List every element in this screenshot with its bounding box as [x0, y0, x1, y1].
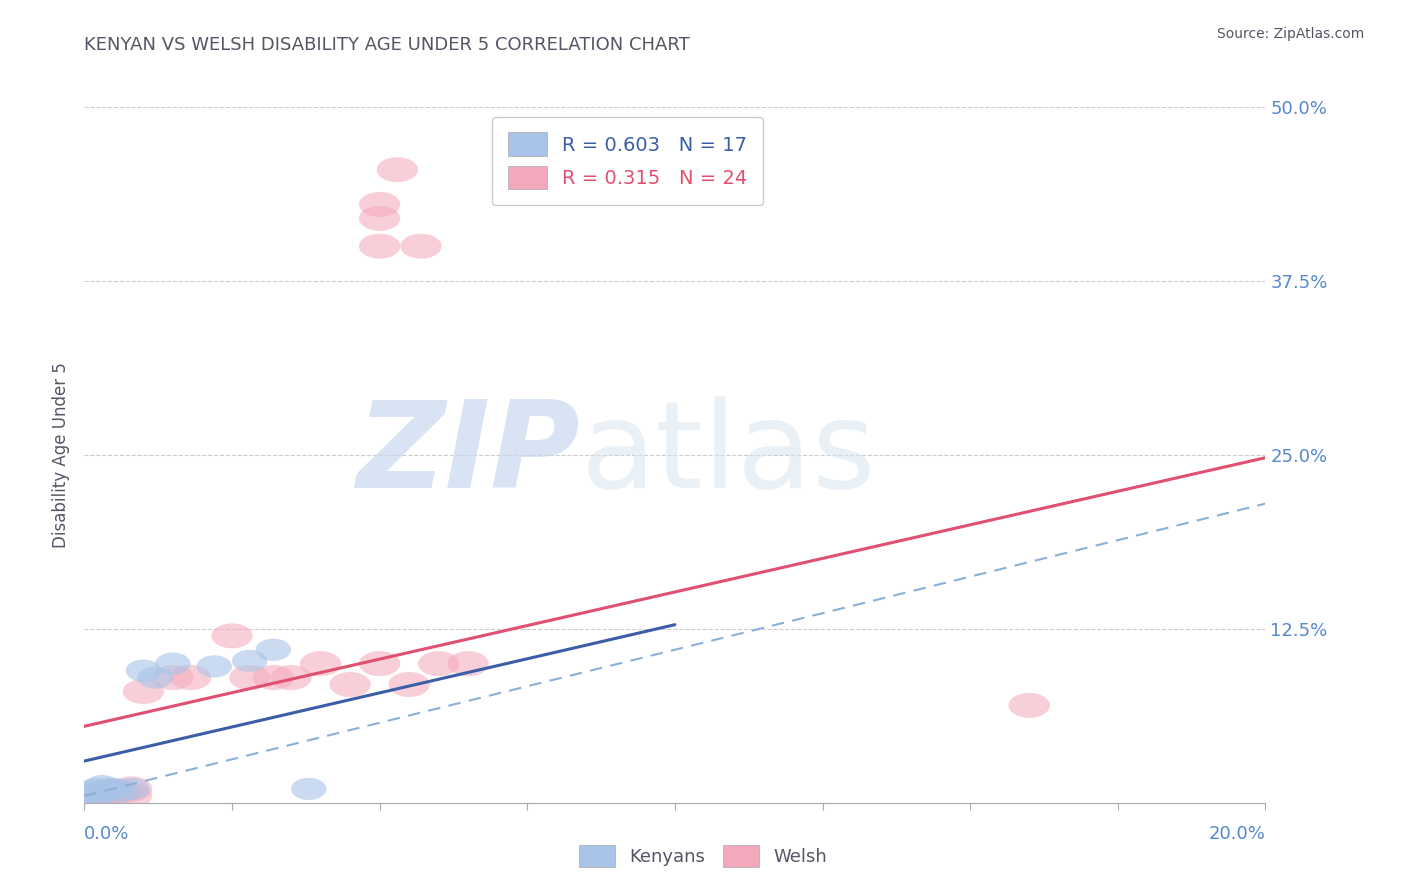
Ellipse shape	[377, 157, 418, 182]
Ellipse shape	[98, 779, 141, 805]
Ellipse shape	[418, 651, 460, 676]
Ellipse shape	[87, 779, 129, 805]
Ellipse shape	[125, 659, 162, 681]
Text: 20.0%: 20.0%	[1209, 825, 1265, 843]
Ellipse shape	[447, 651, 489, 676]
Ellipse shape	[155, 653, 191, 674]
Ellipse shape	[256, 639, 291, 661]
Text: Source: ZipAtlas.com: Source: ZipAtlas.com	[1216, 27, 1364, 41]
Ellipse shape	[82, 780, 122, 805]
Ellipse shape	[111, 783, 152, 808]
Ellipse shape	[79, 778, 114, 800]
Ellipse shape	[79, 785, 114, 807]
Ellipse shape	[401, 234, 441, 259]
Ellipse shape	[122, 679, 165, 704]
Ellipse shape	[229, 665, 270, 690]
Ellipse shape	[299, 651, 342, 676]
Ellipse shape	[73, 780, 108, 803]
Ellipse shape	[93, 779, 135, 805]
Ellipse shape	[73, 785, 108, 807]
Ellipse shape	[96, 778, 132, 800]
Text: KENYAN VS WELSH DISABILITY AGE UNDER 5 CORRELATION CHART: KENYAN VS WELSH DISABILITY AGE UNDER 5 C…	[84, 36, 690, 54]
Ellipse shape	[69, 783, 111, 808]
Ellipse shape	[152, 665, 194, 690]
Text: 0.0%: 0.0%	[84, 825, 129, 843]
Text: ZIP: ZIP	[357, 396, 581, 514]
Ellipse shape	[197, 656, 232, 678]
Ellipse shape	[270, 665, 312, 690]
Ellipse shape	[211, 624, 253, 648]
Ellipse shape	[1008, 693, 1050, 718]
Ellipse shape	[84, 782, 120, 805]
Ellipse shape	[138, 666, 173, 689]
Y-axis label: Disability Age Under 5: Disability Age Under 5	[52, 362, 70, 548]
Ellipse shape	[114, 778, 149, 800]
Ellipse shape	[76, 783, 117, 808]
Legend: R = 0.603   N = 17, R = 0.315   N = 24: R = 0.603 N = 17, R = 0.315 N = 24	[492, 117, 763, 205]
Ellipse shape	[103, 780, 138, 803]
Ellipse shape	[359, 192, 401, 217]
Ellipse shape	[291, 778, 326, 800]
Text: atlas: atlas	[581, 396, 876, 514]
Ellipse shape	[359, 234, 401, 259]
Ellipse shape	[253, 665, 294, 690]
Ellipse shape	[170, 665, 211, 690]
Ellipse shape	[359, 651, 401, 676]
Ellipse shape	[90, 778, 125, 800]
Ellipse shape	[388, 672, 430, 697]
Legend: Kenyans, Welsh: Kenyans, Welsh	[571, 838, 835, 874]
Ellipse shape	[232, 649, 267, 672]
Ellipse shape	[329, 672, 371, 697]
Ellipse shape	[359, 206, 401, 231]
Ellipse shape	[84, 775, 120, 797]
Ellipse shape	[111, 776, 152, 801]
